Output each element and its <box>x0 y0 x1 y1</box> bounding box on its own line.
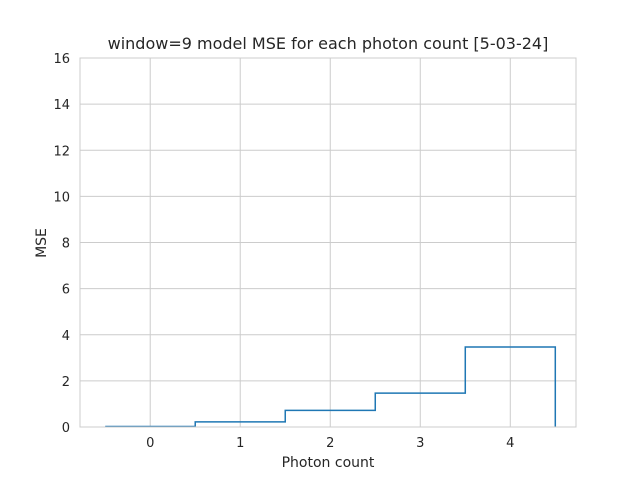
plot-frame <box>79 57 577 428</box>
series-layer <box>105 346 557 428</box>
y-tick-label: 0 <box>62 421 70 436</box>
chart-title: window=9 model MSE for each photon count… <box>108 34 549 53</box>
x-tick-label: 1 <box>236 436 244 451</box>
x-tick-labels: 0 1 2 3 4 <box>146 436 514 451</box>
x-tick-label: 4 <box>506 436 514 451</box>
y-tick-label: 6 <box>62 283 70 298</box>
x-tick-label: 2 <box>326 436 334 451</box>
y-tick-label: 16 <box>53 52 70 67</box>
y-tick-label: 4 <box>62 329 70 344</box>
y-tick-labels: 0 2 4 6 8 10 12 14 16 <box>53 52 70 436</box>
x-tick-label: 3 <box>416 436 424 451</box>
y-tick-label: 14 <box>53 98 70 113</box>
y-tick-label: 10 <box>53 190 70 205</box>
y-tick-label: 2 <box>62 375 70 390</box>
y-tick-label: 12 <box>53 144 70 159</box>
x-tick-label: 0 <box>146 436 154 451</box>
grid <box>80 57 576 428</box>
x-axis-label: Photon count <box>282 455 375 471</box>
y-axis-label: MSE <box>34 228 50 258</box>
series-step-line <box>105 346 557 428</box>
y-tick-label: 8 <box>62 237 70 252</box>
